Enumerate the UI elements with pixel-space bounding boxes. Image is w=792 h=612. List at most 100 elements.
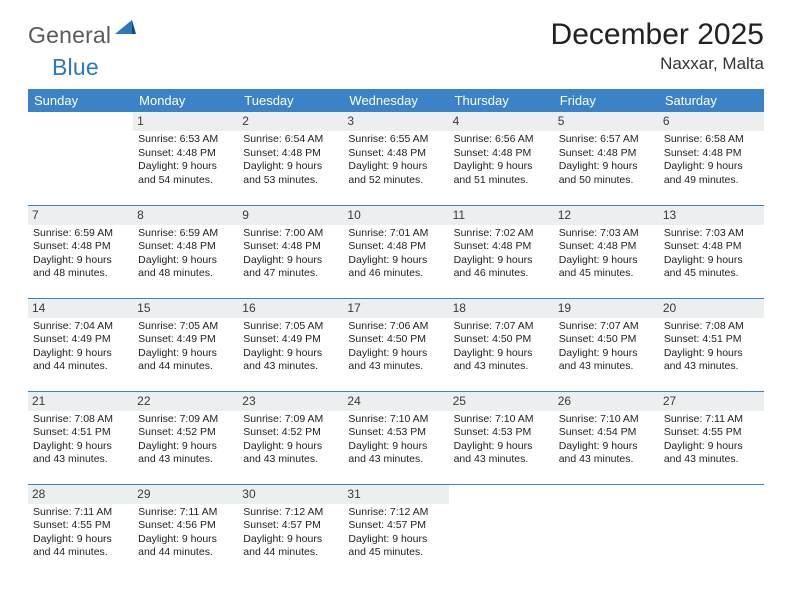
day-cell: 7 Sunrise: 6:59 AMSunset: 4:48 PMDaylight… [28,205,133,298]
logo-word2: Blue [52,54,99,81]
day-header: Thursday [449,89,554,112]
day-number: 3 [343,112,448,131]
day-cell: 19 Sunrise: 7:07 AMSunset: 4:50 PMDayligh… [554,298,659,391]
day-number: 14 [28,299,133,318]
day-cell: 13 Sunrise: 7:03 AMSunset: 4:48 PMDayligh… [659,205,764,298]
day-cell: 16 Sunrise: 7:05 AMSunset: 4:49 PMDayligh… [238,298,343,391]
day-details: Sunrise: 7:11 AMSunset: 4:56 PMDaylight:… [137,506,234,560]
day-details: Sunrise: 7:07 AMSunset: 4:50 PMDaylight:… [453,320,550,374]
day-cell: 28 Sunrise: 7:11 AMSunset: 4:55 PMDayligh… [28,484,133,577]
day-details: Sunrise: 6:57 AMSunset: 4:48 PMDaylight:… [558,133,655,187]
day-cell: 4 Sunrise: 6:56 AMSunset: 4:48 PMDaylight… [449,112,554,205]
day-cell: 5 Sunrise: 6:57 AMSunset: 4:48 PMDaylight… [554,112,659,205]
day-details: Sunrise: 7:00 AMSunset: 4:48 PMDaylight:… [242,227,339,281]
day-cell: 11 Sunrise: 7:02 AMSunset: 4:48 PMDayligh… [449,205,554,298]
day-number: 11 [449,206,554,225]
day-cell: 23 Sunrise: 7:09 AMSunset: 4:52 PMDayligh… [238,391,343,484]
day-header: Monday [133,89,238,112]
day-details: Sunrise: 7:03 AMSunset: 4:48 PMDaylight:… [663,227,760,281]
day-number: 25 [449,392,554,411]
day-details: Sunrise: 6:59 AMSunset: 4:48 PMDaylight:… [32,227,129,281]
day-number: 28 [28,485,133,504]
day-cell: . [554,484,659,577]
day-header: Tuesday [238,89,343,112]
day-number: 8 [133,206,238,225]
logo: General [28,22,137,49]
calendar-table: SundayMondayTuesdayWednesdayThursdayFrid… [28,89,764,577]
week-row: 21 Sunrise: 7:08 AMSunset: 4:51 PMDayligh… [28,391,764,484]
day-header: Wednesday [343,89,448,112]
week-row: 14 Sunrise: 7:04 AMSunset: 4:49 PMDayligh… [28,298,764,391]
day-details: Sunrise: 7:12 AMSunset: 4:57 PMDaylight:… [347,506,444,560]
day-details: Sunrise: 6:53 AMSunset: 4:48 PMDaylight:… [137,133,234,187]
day-number: 17 [343,299,448,318]
day-number: 10 [343,206,448,225]
day-header: Saturday [659,89,764,112]
day-cell: 25 Sunrise: 7:10 AMSunset: 4:53 PMDayligh… [449,391,554,484]
day-number: 24 [343,392,448,411]
day-details: Sunrise: 6:56 AMSunset: 4:48 PMDaylight:… [453,133,550,187]
day-number: 13 [659,206,764,225]
day-cell: 14 Sunrise: 7:04 AMSunset: 4:49 PMDayligh… [28,298,133,391]
day-cell: 22 Sunrise: 7:09 AMSunset: 4:52 PMDayligh… [133,391,238,484]
day-details: Sunrise: 7:09 AMSunset: 4:52 PMDaylight:… [137,413,234,467]
week-row: 28 Sunrise: 7:11 AMSunset: 4:55 PMDayligh… [28,484,764,577]
day-details: Sunrise: 7:11 AMSunset: 4:55 PMDaylight:… [663,413,760,467]
week-row: 7Sunrise: 6:59 AMSunset: 4:48 PMDaylight… [28,205,764,298]
day-cell: 2 Sunrise: 6:54 AMSunset: 4:48 PMDaylight… [238,112,343,205]
logo-word1: General [28,22,111,49]
day-cell: 12 Sunrise: 7:03 AMSunset: 4:48 PMDayligh… [554,205,659,298]
day-details: Sunrise: 7:05 AMSunset: 4:49 PMDaylight:… [242,320,339,374]
day-number: 7 [28,206,133,225]
day-cell: 20Sunrise: 7:08 AMSunset: 4:51 PMDayligh… [659,298,764,391]
day-number: 16 [238,299,343,318]
day-cell: 10Sunrise: 7:01 AMSunset: 4:48 PMDayligh… [343,205,448,298]
day-cell: 26Sunrise: 7:10 AMSunset: 4:54 PMDayligh… [554,391,659,484]
day-details: Sunrise: 7:10 AMSunset: 4:53 PMDaylight:… [347,413,444,467]
day-number: 21 [28,392,133,411]
day-number: 18 [449,299,554,318]
day-details: Sunrise: 7:08 AMSunset: 4:51 PMDaylight:… [32,413,129,467]
day-details: Sunrise: 7:09 AMSunset: 4:52 PMDaylight:… [242,413,339,467]
day-details: Sunrise: 7:03 AMSunset: 4:48 PMDaylight:… [558,227,655,281]
day-details: Sunrise: 6:55 AMSunset: 4:48 PMDaylight:… [347,133,444,187]
day-number: 1 [133,112,238,131]
day-details: Sunrise: 7:07 AMSunset: 4:50 PMDaylight:… [558,320,655,374]
day-details: Sunrise: 6:54 AMSunset: 4:48 PMDaylight:… [242,133,339,187]
day-cell: 31 Sunrise: 7:12 AMSunset: 4:57 PMDayligh… [343,484,448,577]
day-header-row: SundayMondayTuesdayWednesdayThursdayFrid… [28,89,764,112]
day-details: Sunrise: 6:58 AMSunset: 4:48 PMDaylight:… [663,133,760,187]
day-cell: 24 Sunrise: 7:10 AMSunset: 4:53 PMDayligh… [343,391,448,484]
day-cell: 30Sunrise: 7:12 AMSunset: 4:57 PMDayligh… [238,484,343,577]
day-details: Sunrise: 7:10 AMSunset: 4:54 PMDaylight:… [558,413,655,467]
day-cell: 1 Sunrise: 6:53 AMSunset: 4:48 PMDaylight… [133,112,238,205]
day-number: 27 [659,392,764,411]
day-number: 12 [554,206,659,225]
day-number: 2 [238,112,343,131]
day-details: Sunrise: 7:11 AMSunset: 4:55 PMDaylight:… [32,506,129,560]
day-header: Friday [554,89,659,112]
day-number: 5 [554,112,659,131]
day-details: Sunrise: 6:59 AMSunset: 4:48 PMDaylight:… [137,227,234,281]
month-title: December 2025 [551,18,764,52]
day-cell: . [659,484,764,577]
day-cell: 3 Sunrise: 6:55 AMSunset: 4:48 PMDaylight… [343,112,448,205]
day-number: 23 [238,392,343,411]
day-cell: 15Sunrise: 7:05 AMSunset: 4:49 PMDayligh… [133,298,238,391]
day-number: 22 [133,392,238,411]
day-cell: 21 Sunrise: 7:08 AMSunset: 4:51 PMDayligh… [28,391,133,484]
day-number: 4 [449,112,554,131]
day-details: Sunrise: 7:02 AMSunset: 4:48 PMDaylight:… [453,227,550,281]
day-cell: . [449,484,554,577]
day-details: Sunrise: 7:04 AMSunset: 4:49 PMDaylight:… [32,320,129,374]
day-number: 29 [133,485,238,504]
day-details: Sunrise: 7:08 AMSunset: 4:51 PMDaylight:… [663,320,760,374]
day-details: Sunrise: 7:10 AMSunset: 4:53 PMDaylight:… [453,413,550,467]
day-number: 15 [133,299,238,318]
day-number: 30 [238,485,343,504]
day-cell: 27 Sunrise: 7:11 AMSunset: 4:55 PMDayligh… [659,391,764,484]
day-number: 31 [343,485,448,504]
day-cell: 6 Sunrise: 6:58 AMSunset: 4:48 PMDaylight… [659,112,764,205]
day-number: 6 [659,112,764,131]
day-number: 19 [554,299,659,318]
